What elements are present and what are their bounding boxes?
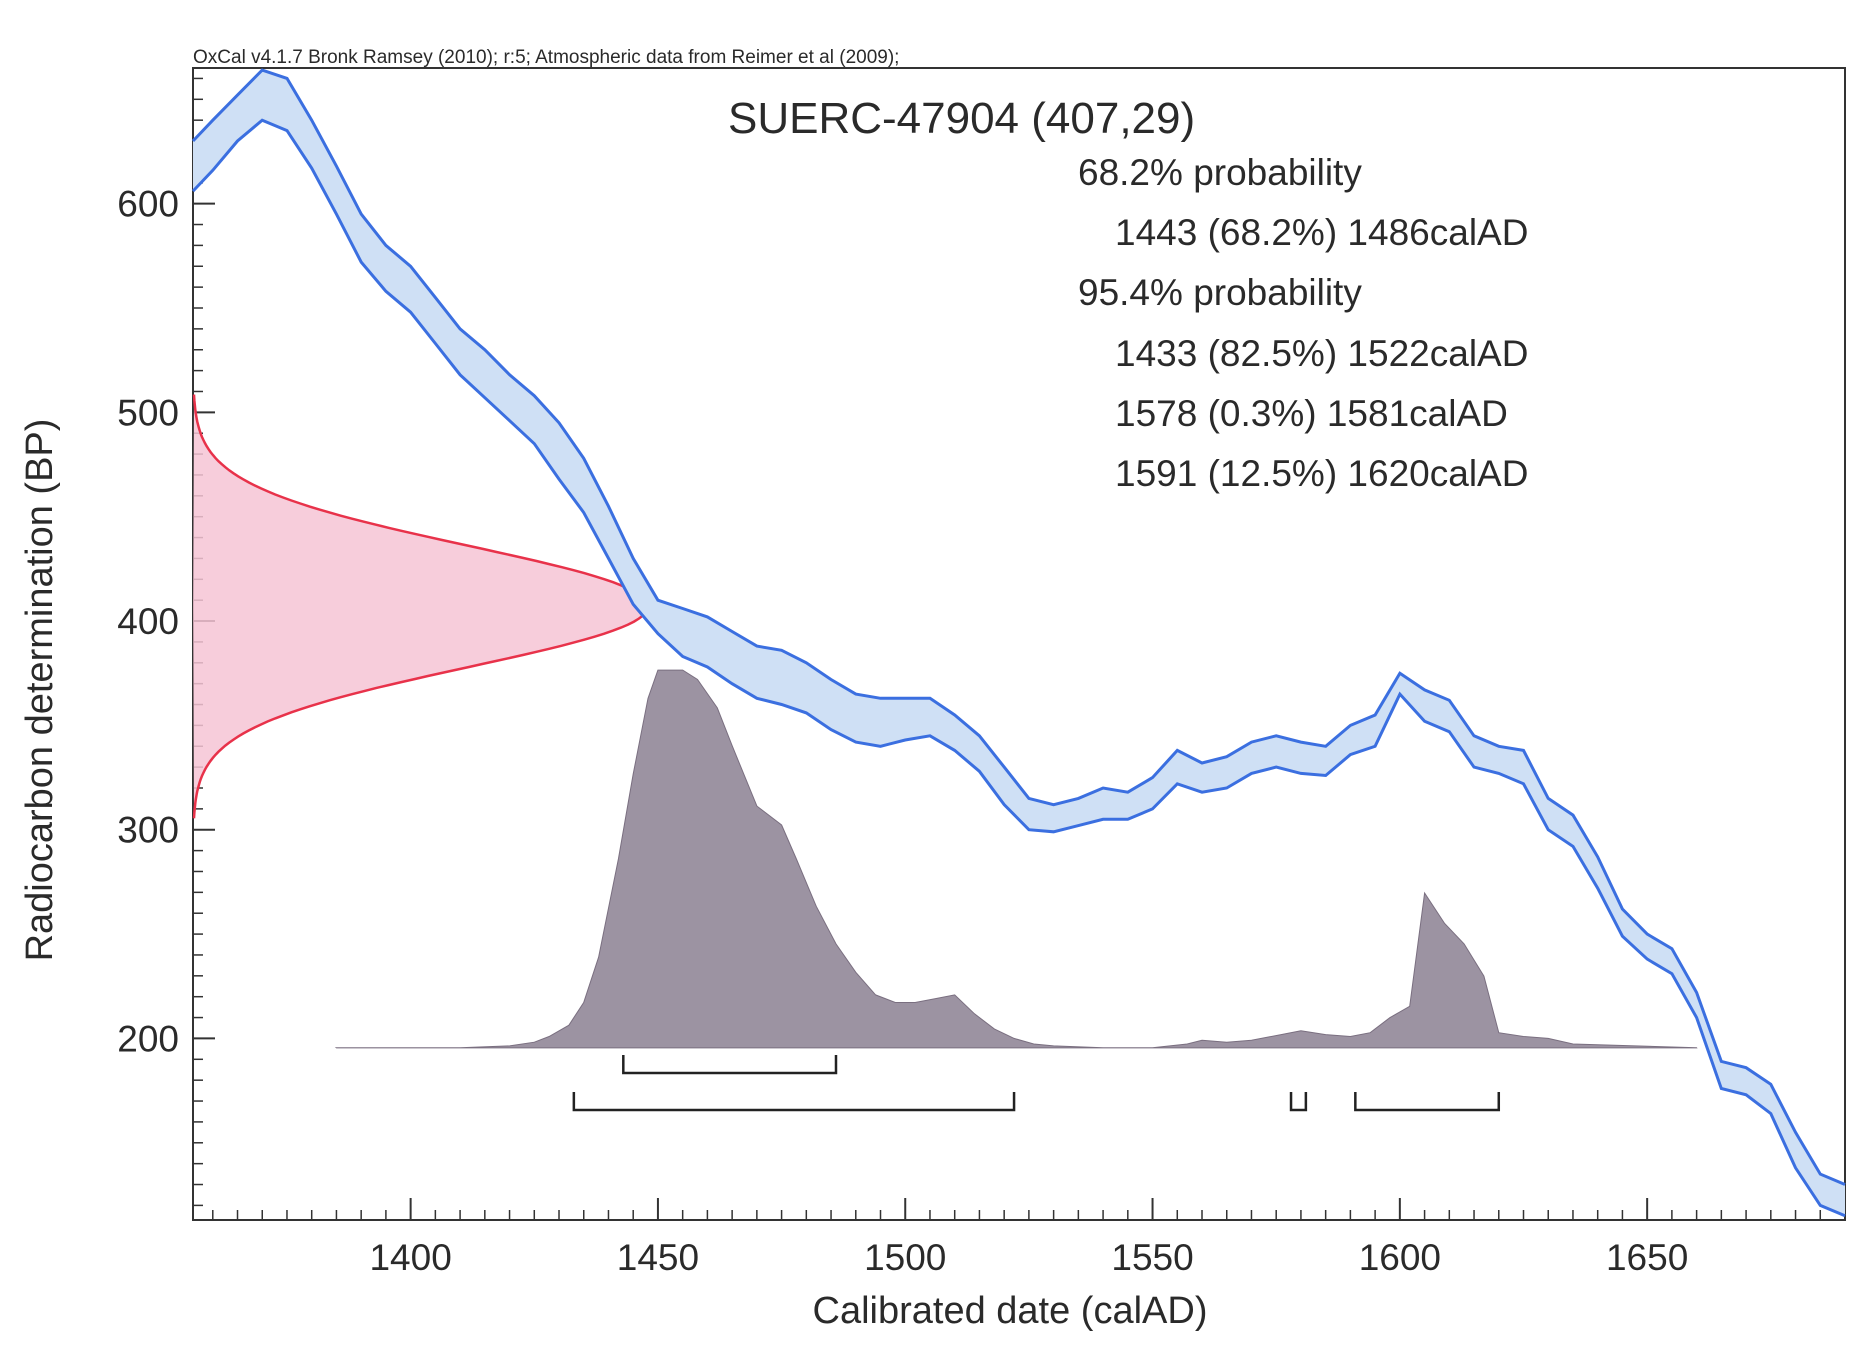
- summary-68-range-1: 1443 (68.2%) 1486calAD: [1115, 212, 1528, 253]
- summary-95-range-1: 1433 (82.5%) 1522calAD: [1115, 333, 1528, 374]
- range-95-bracket: [1354, 1092, 1501, 1112]
- radiocarbon-distribution: [193, 394, 648, 819]
- y-tick-label: 500: [117, 392, 179, 433]
- summary-95-range-3: 1591 (12.5%) 1620calAD: [1115, 453, 1528, 494]
- x-tick-label: 1600: [1359, 1237, 1441, 1278]
- x-tick-label: 1450: [617, 1237, 699, 1278]
- summary-95-label: 95.4% probability: [1078, 272, 1362, 313]
- y-tick-label: 600: [117, 184, 179, 225]
- range-95-bracket: [572, 1092, 1016, 1112]
- oxcal-credit: OxCal v4.1.7 Bronk Ramsey (2010); r:5; A…: [193, 47, 899, 68]
- range-68-bracket: [622, 1055, 838, 1075]
- range-brackets: [572, 1055, 1501, 1112]
- y-tick-label: 200: [117, 1018, 179, 1059]
- calibrated-probability-distribution: [334, 669, 1698, 1049]
- x-axis-label: Calibrated date (calAD): [813, 1290, 1208, 1332]
- y-tick-label: 400: [117, 601, 179, 642]
- x-tick-label: 1500: [864, 1237, 946, 1278]
- x-tick-label: 1400: [369, 1237, 451, 1278]
- chart-title: SUERC-47904 (407,29): [728, 94, 1195, 143]
- y-axis-label: Radiocarbon determination (BP): [19, 419, 61, 962]
- summary-68-label: 68.2% probability: [1078, 152, 1362, 193]
- x-tick-label: 1650: [1606, 1237, 1688, 1278]
- calibration-curve-upper: [191, 68, 1846, 1186]
- summary-95-range-2: 1578 (0.3%) 1581calAD: [1115, 393, 1508, 434]
- x-tick-label: 1550: [1111, 1237, 1193, 1278]
- y-axis-ticks: 200 300 400 500 600: [117, 184, 215, 1059]
- range-95-bracket: [1289, 1092, 1308, 1112]
- x-axis-ticks: 1400 1450 1500 1550 1600 1650: [369, 1198, 1688, 1278]
- y-tick-label: 300: [117, 810, 179, 851]
- calibration-curve-lower: [191, 118, 1846, 1218]
